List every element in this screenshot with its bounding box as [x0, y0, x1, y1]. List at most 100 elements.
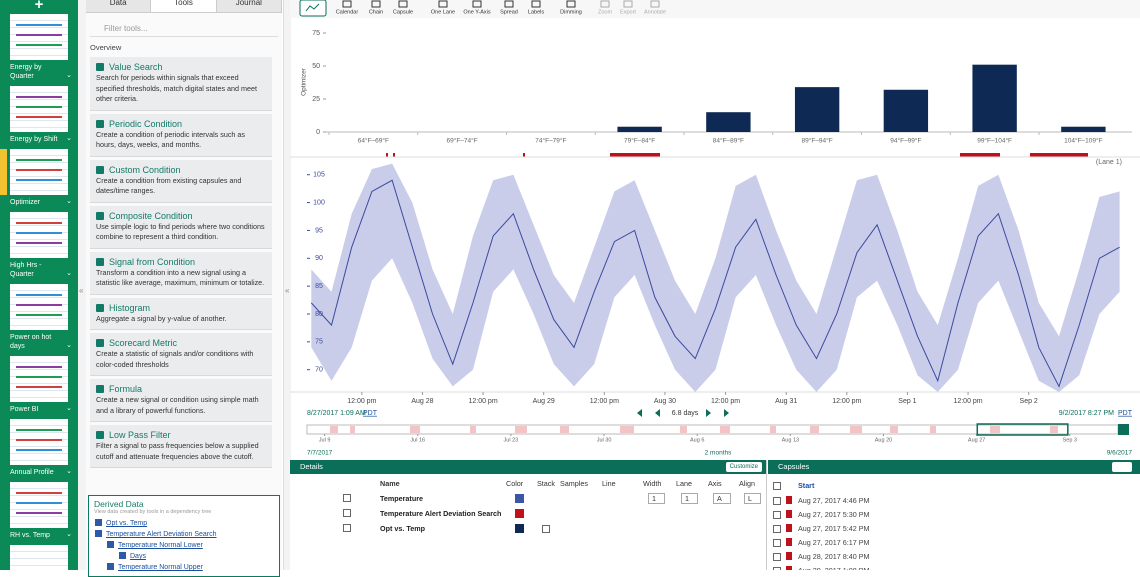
tool-card[interactable]: Value Search Search for periods within si…: [90, 57, 272, 111]
tab[interactable]: Journal: [216, 0, 282, 12]
tool-description: Create a condition of periodic intervals…: [96, 129, 246, 150]
collapse-icon[interactable]: «: [285, 286, 290, 295]
worksheet-sidebar: + Energy by Quarter ⌄ Energy by Shift ⌄ Opti…: [0, 0, 78, 570]
worksheet[interactable]: Annual Profile ⌄: [0, 419, 78, 477]
row-checkbox[interactable]: [343, 524, 351, 532]
worksheet-menu[interactable]: ⌄: [66, 72, 72, 79]
tool-description: Create a statistic of signals and/or con…: [96, 349, 254, 369]
worksheet[interactable]: Power on hot days ⌄: [0, 284, 78, 351]
x-tick-label: Sep 2: [1020, 398, 1038, 405]
tree-item[interactable]: Opt vs. Temp: [95, 518, 279, 529]
toolbar-button: Export: [620, 9, 636, 15]
toolbar-button: One Y-Axis: [463, 9, 490, 15]
color-swatch[interactable]: [515, 494, 524, 503]
navigator-capsule: [680, 426, 687, 433]
worksheet-menu[interactable]: ⌄: [66, 405, 72, 412]
row-checkbox[interactable]: [773, 482, 781, 490]
x-tick-label: Aug 31: [775, 398, 797, 405]
tool-description: Create a new signal or condition using s…: [96, 395, 259, 415]
worksheet-menu[interactable]: ⌄: [66, 198, 72, 205]
tree-item[interactable]: Temperature Alert Deviation Search: [95, 529, 279, 540]
filter-input[interactable]: Filter tools...: [90, 21, 278, 37]
worksheet[interactable]: RH vs. Temp ⌄: [0, 482, 78, 540]
worksheet-menu[interactable]: ⌄: [66, 342, 72, 349]
tool-card[interactable]: Low Pass Filter Filter a signal to pass f…: [90, 425, 272, 468]
worksheet-menu[interactable]: ⌄: [66, 531, 72, 538]
worksheet[interactable]: Energy by Quarter ⌄: [0, 14, 78, 81]
worksheet-label: Annual Profile: [10, 469, 54, 476]
worksheet[interactable]: Power BI ⌄: [0, 356, 78, 414]
worksheet[interactable]: High Hrs - Quarter ⌄: [0, 212, 78, 279]
tab[interactable]: Tools: [151, 0, 217, 12]
thumbnail-line: [16, 304, 62, 306]
collapse-gutter[interactable]: «: [283, 0, 291, 570]
tool-description: Transform a condition into a new signal …: [96, 267, 265, 288]
details-title: Details: [300, 462, 323, 471]
worksheet-menu[interactable]: ⌄: [66, 135, 72, 142]
stack-checkbox[interactable]: [542, 525, 550, 533]
color-swatch[interactable]: [515, 509, 524, 518]
select-axis[interactable]: A: [713, 493, 731, 504]
toolbar-button: Capsule: [393, 9, 413, 15]
tool-title: Custom Condition: [96, 164, 266, 176]
row-checkbox[interactable]: [343, 509, 351, 517]
row-checkbox[interactable]: [773, 539, 781, 547]
capsules-header: Capsules: [768, 460, 1140, 474]
tree-item[interactable]: Temperature Normal Lower: [95, 540, 279, 551]
select-lane[interactable]: 1: [681, 493, 698, 504]
tool-icon: [96, 165, 104, 174]
worksheet[interactable]: Energy by Shift ⌄: [0, 86, 78, 144]
tool-icon: [96, 257, 104, 266]
x-tick-label: 12:00 pm: [468, 398, 497, 405]
navigator-capsule: [930, 426, 936, 433]
tab[interactable]: Data: [86, 0, 152, 12]
row-checkbox[interactable]: [773, 497, 781, 505]
capsule-tools[interactable]: [1112, 462, 1132, 472]
capsule-lane-mark: [960, 153, 1000, 157]
tool-card[interactable]: Periodic Condition Create a condition of …: [90, 113, 272, 157]
investigate-duration: 2 months: [705, 450, 732, 457]
bar: [972, 64, 1017, 132]
x-tick-label: Aug 6: [690, 437, 704, 443]
color-swatch[interactable]: [515, 524, 524, 533]
thumbnail-line: [16, 96, 62, 98]
tool-card[interactable]: Signal from Condition Transform a conditi…: [90, 251, 272, 295]
thumbnail-line: [16, 429, 62, 431]
tool-icon: [96, 339, 104, 347]
collapse-icon[interactable]: «: [79, 286, 84, 295]
row-checkbox[interactable]: [773, 567, 781, 570]
row-checkbox[interactable]: [773, 553, 781, 561]
overview-link[interactable]: Overview: [90, 43, 122, 52]
select-align[interactable]: L: [744, 493, 761, 504]
column-header: Width: [643, 479, 662, 488]
select-width[interactable]: 1: [648, 493, 665, 504]
capsule-start: Aug 28, 2017 8:40 PM: [798, 552, 870, 561]
row-checkbox[interactable]: [773, 511, 781, 519]
tool-card[interactable]: Histogram Aggregate a signal by y-value o…: [90, 297, 272, 330]
add-worksheet[interactable]: +: [34, 0, 44, 13]
x-tick-label: Aug 30: [654, 398, 676, 405]
worksheet-label: Energy by Quarter: [10, 64, 42, 80]
worksheet[interactable]: Optimizer ⌄: [0, 149, 78, 207]
worksheet-menu[interactable]: ⌄: [66, 270, 72, 277]
tree-item[interactable]: Days: [95, 551, 279, 562]
tree-item[interactable]: Temperature Normal Upper: [95, 562, 279, 573]
worksheet-menu[interactable]: ⌄: [66, 468, 72, 475]
row-checkbox[interactable]: [773, 525, 781, 533]
tree-label: Temperature Alert Deviation Search: [106, 531, 217, 538]
row-checkbox[interactable]: [343, 494, 351, 502]
tree-icon: [95, 519, 102, 526]
x-tick-label: Aug 29: [533, 398, 555, 405]
customize-button[interactable]: Customize: [725, 462, 762, 472]
navigator-capsule: [720, 426, 730, 433]
capsule-lane-mark: [1030, 153, 1088, 157]
tool-card[interactable]: Custom Condition Create a condition from …: [90, 159, 272, 203]
derived-subtitle: View data created by tools in a dependen…: [94, 509, 212, 515]
tool-description: Create a condition from existing capsule…: [96, 175, 242, 196]
tool-card[interactable]: Composite Condition Use simple logic to f…: [90, 205, 272, 249]
display-timezone: PDT: [363, 410, 378, 417]
y-axis-label: Optimizer: [301, 67, 308, 96]
tool-card[interactable]: Formula Create a new signal or condition …: [90, 379, 272, 422]
tool-card[interactable]: Scorecard Metric Create a statistic of si…: [90, 333, 272, 376]
